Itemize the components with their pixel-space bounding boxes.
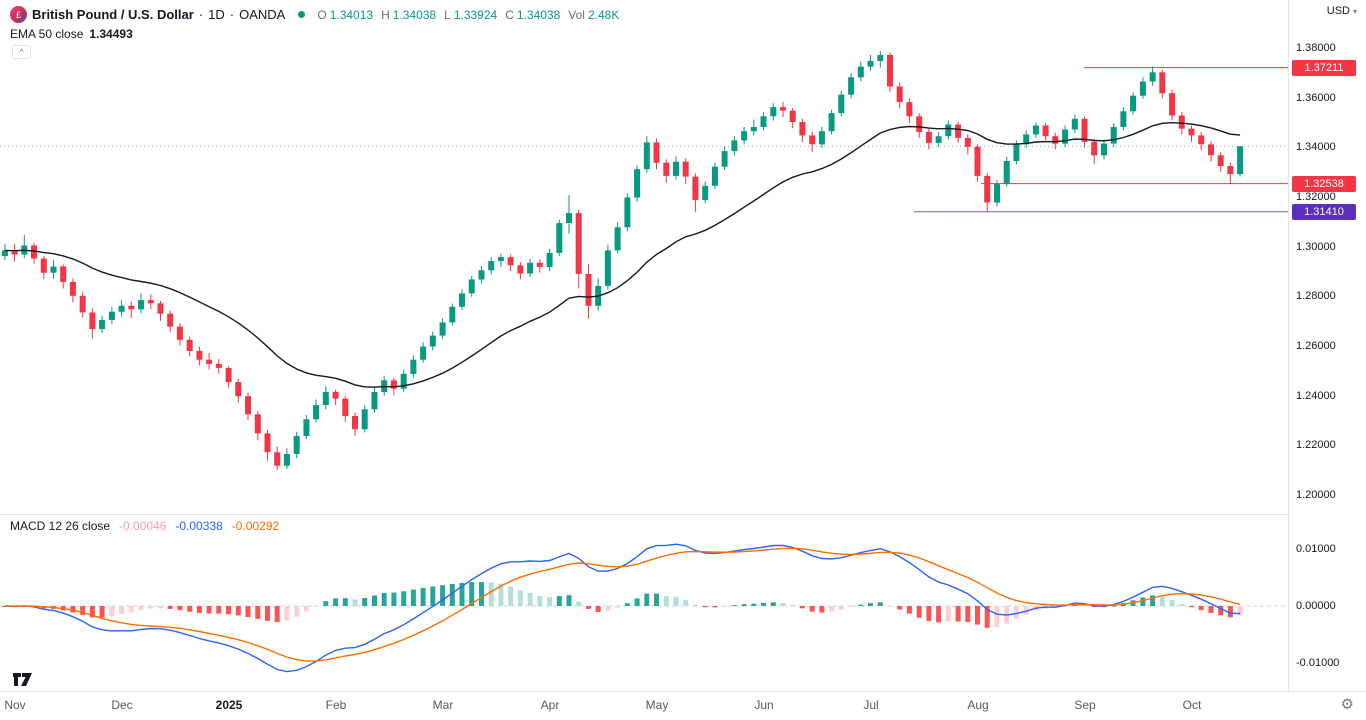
price-tick-label: 1.32000 [1296, 191, 1336, 203]
time-axis-month-label: Jun [754, 698, 774, 712]
price-tick-label: 1.28000 [1296, 290, 1336, 302]
high-value: 1.34038 [392, 7, 437, 22]
time-axis[interactable]: Nov Dec 2025 Feb Mar Apr May Jun Jul Aug Sep Oct [0, 692, 1288, 720]
symbol-legend: £ British Pound / U.S. Dollar · 1D · OAN… [10, 6, 619, 23]
separator-dot: · [198, 7, 204, 22]
collapse-pane-button[interactable]: ^ [12, 45, 31, 59]
price-tick-label: 1.34000 [1296, 141, 1336, 153]
currency-selector[interactable]: USD ▾ [1327, 5, 1357, 17]
open-value: 1.34013 [329, 7, 374, 22]
currency-label: USD [1326, 5, 1350, 17]
time-axis-month-label: May [645, 698, 669, 712]
time-axis-month-label: Oct [1182, 698, 1202, 712]
collapse-icon: ^ [19, 46, 24, 57]
price-tick-label: 1.38000 [1296, 42, 1336, 54]
time-axis-separator [0, 691, 1366, 692]
macd-pane-chart[interactable] [0, 514, 1288, 691]
time-axis-month-label: Jul [863, 698, 879, 712]
close-value: 1.34038 [516, 7, 561, 22]
exchange-label[interactable]: OANDA [239, 7, 286, 22]
price-level-badge[interactable]: 1.31410 [1292, 204, 1356, 220]
macd-signal-value: -0.00292 [231, 519, 280, 533]
price-axis-separator [1288, 0, 1289, 691]
symbol-title[interactable]: British Pound / U.S. Dollar [32, 7, 194, 22]
macd-tick-label: 0.00000 [1296, 600, 1336, 612]
time-axis-month-label: 2025 [215, 698, 243, 712]
macd-axis[interactable]: 0.01000 0.00000 -0.01000 [1289, 514, 1366, 691]
gbp-usd-pair-icon: £ [10, 6, 27, 23]
price-level-badge[interactable]: 1.32538 [1292, 176, 1356, 192]
price-tick-label: 1.24000 [1296, 390, 1336, 402]
interval-label[interactable]: 1D [208, 7, 225, 22]
macd-legend[interactable]: MACD 12 26 close -0.00046 -0.00338 -0.00… [10, 519, 279, 533]
low-value: 1.33924 [453, 7, 498, 22]
volume-value: 2.48K [587, 7, 620, 22]
pane-separator[interactable] [0, 514, 1366, 515]
time-axis-month-label: Sep [1074, 698, 1096, 712]
ema-legend-title: EMA 50 close [10, 27, 84, 41]
price-level-badge[interactable]: 1.37211 [1292, 60, 1356, 76]
open-label: O [317, 7, 327, 22]
separator-dot: · [229, 7, 235, 22]
settings-gear-icon[interactable]: ⚙ [1340, 696, 1354, 713]
time-axis-month-label: Aug [967, 698, 989, 712]
volume-label: Vol [568, 7, 585, 22]
time-axis-month-label: Mar [432, 698, 454, 712]
macd-line-value: -0.00338 [175, 519, 223, 533]
low-label: L [444, 7, 451, 22]
time-axis-month-label: Apr [540, 698, 560, 712]
price-pane-chart[interactable] [0, 0, 1288, 514]
time-axis-month-label: Nov [4, 698, 26, 712]
price-tick-label: 1.20000 [1296, 489, 1336, 501]
price-tick-label: 1.26000 [1296, 340, 1336, 352]
pound-glyph: £ [15, 9, 21, 20]
close-label: C [505, 7, 514, 22]
ema-legend-value: 1.34493 [89, 27, 133, 41]
macd-legend-title: MACD 12 26 close [10, 519, 111, 533]
time-axis-month-label: Feb [325, 698, 347, 712]
macd-tick-label: 0.01000 [1296, 543, 1336, 555]
price-axis[interactable]: USD ▾ 1.38000 1.36000 1.34000 1.32000 1.3000… [1289, 0, 1366, 691]
price-tick-label: 1.22000 [1296, 439, 1336, 451]
ohlc-values: O 1.34013 H 1.34038 L 1.33924 C 1.34038 Vol 2… [312, 8, 619, 22]
ema-legend[interactable]: EMA 50 close 1.34493 [10, 27, 133, 41]
price-tick-label: 1.36000 [1296, 92, 1336, 104]
macd-histogram-value: -0.00046 [119, 519, 167, 533]
series-marker-dot [298, 11, 306, 18]
tradingview-logo[interactable] [12, 671, 34, 688]
time-axis-month-label: Dec [111, 698, 133, 712]
macd-tick-label: -0.01000 [1296, 657, 1340, 669]
high-label: H [381, 7, 390, 22]
chevron-down-icon: ▾ [1352, 6, 1357, 16]
price-tick-label: 1.30000 [1296, 241, 1336, 253]
